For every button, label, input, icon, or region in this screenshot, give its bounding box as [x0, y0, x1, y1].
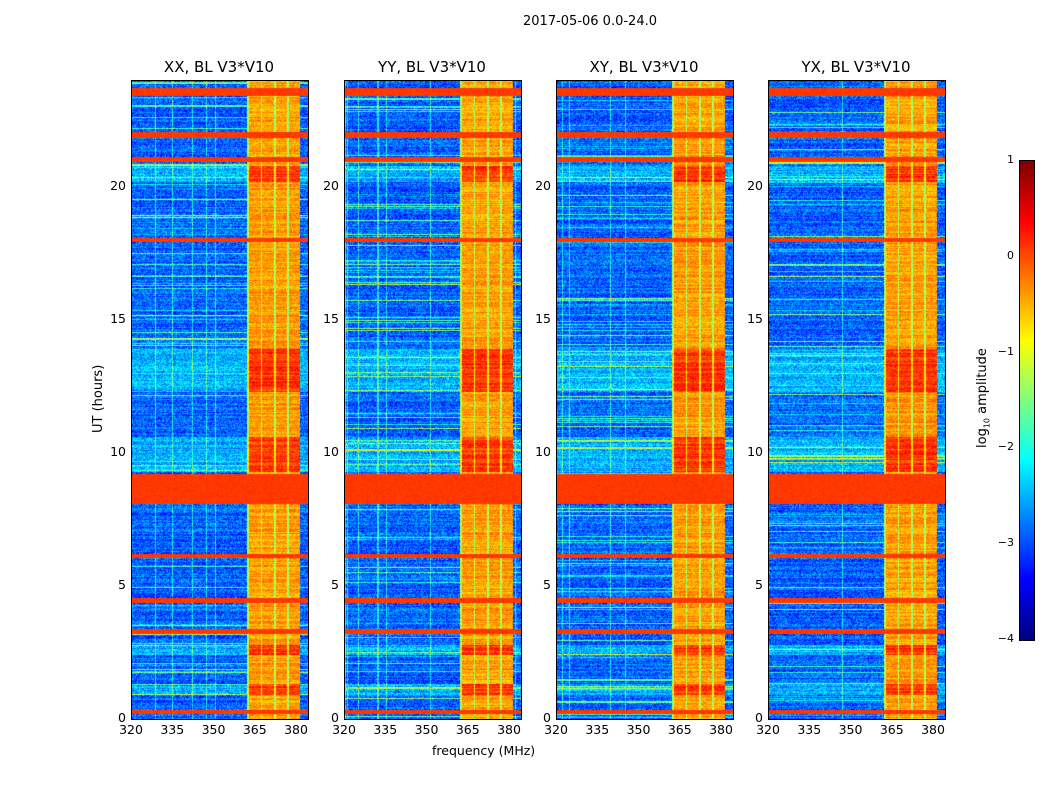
y-tick-label: 20	[535, 178, 551, 194]
heatmap-panel	[768, 80, 946, 720]
colorbar	[1019, 160, 1035, 641]
x-tick-label: 350	[838, 722, 863, 737]
x-tick-label: 320	[544, 722, 568, 737]
panel-title: YX, BL V3*V10	[801, 58, 911, 76]
x-tick-label: 380	[284, 722, 308, 737]
y-tick-label: 5	[118, 577, 126, 593]
colorbar-tick-label: −1	[997, 344, 1014, 358]
heatmap-panel	[131, 80, 309, 720]
heatmap-image	[132, 81, 308, 719]
panel-title: XY, BL V3*V10	[589, 58, 699, 76]
y-tick-label: 0	[331, 710, 339, 725]
y-tick-label: 0	[118, 710, 126, 725]
y-tick-label: 15	[110, 311, 126, 327]
x-tick-label: 320	[119, 722, 143, 737]
heatmap-image	[557, 81, 733, 719]
x-tick-label: 335	[160, 722, 185, 737]
y-tick-label: 0	[755, 710, 763, 725]
y-tick-label: 15	[747, 311, 763, 327]
colorbar-tick-label: −3	[997, 536, 1014, 550]
x-tick-label: 335	[585, 722, 610, 737]
y-tick-label: 10	[747, 444, 763, 460]
colorbar-tick-label: 0	[1007, 248, 1014, 262]
x-tick-label: 335	[373, 722, 398, 737]
x-tick-label: 320	[332, 722, 356, 737]
panel-title: YY, BL V3*V10	[378, 58, 486, 76]
x-tick-label: 335	[797, 722, 822, 737]
x-tick-label: 365	[242, 722, 267, 737]
y-tick-label: 5	[755, 577, 763, 593]
colorbar-tick-label: 1	[1007, 153, 1014, 166]
colorbar-label: log10 amplitude	[975, 348, 992, 448]
x-tick-label: 350	[414, 722, 439, 737]
y-tick-label: 0	[543, 710, 551, 725]
x-tick-label: 380	[921, 722, 945, 737]
figure-title: 2017-05-06 0.0-24.0	[523, 14, 657, 29]
heatmap-panel	[556, 80, 734, 720]
y-tick-label: 10	[535, 444, 551, 460]
y-tick-label: 15	[323, 311, 339, 327]
y-tick-label: 10	[110, 444, 126, 460]
x-tick-label: 365	[667, 722, 692, 737]
colorbar-tick-label: −4	[997, 632, 1014, 645]
x-tick-label: 365	[455, 722, 480, 737]
y-tick-label: 20	[323, 178, 339, 194]
y-axis-label: UT (hours)	[91, 364, 106, 433]
panel-title: XX, BL V3*V10	[163, 58, 275, 76]
y-tick-label: 20	[110, 178, 126, 194]
heatmap-panel	[344, 80, 522, 720]
y-tick-label: 20	[747, 178, 763, 194]
y-tick-label: 5	[331, 577, 339, 593]
x-tick-label: 350	[201, 722, 226, 737]
x-tick-label: 365	[879, 722, 904, 737]
x-axis-label: frequency (MHz)	[432, 743, 536, 758]
y-tick-label: 15	[535, 311, 551, 327]
heatmap-image	[769, 81, 945, 719]
x-tick-label: 350	[626, 722, 651, 737]
x-tick-label: 320	[756, 722, 780, 737]
y-tick-label: 10	[323, 444, 339, 460]
colorbar-tick-label: −2	[997, 440, 1014, 454]
heatmap-image	[345, 81, 521, 719]
x-tick-label: 380	[709, 722, 733, 737]
y-tick-label: 5	[543, 577, 551, 593]
x-tick-label: 380	[497, 722, 521, 737]
